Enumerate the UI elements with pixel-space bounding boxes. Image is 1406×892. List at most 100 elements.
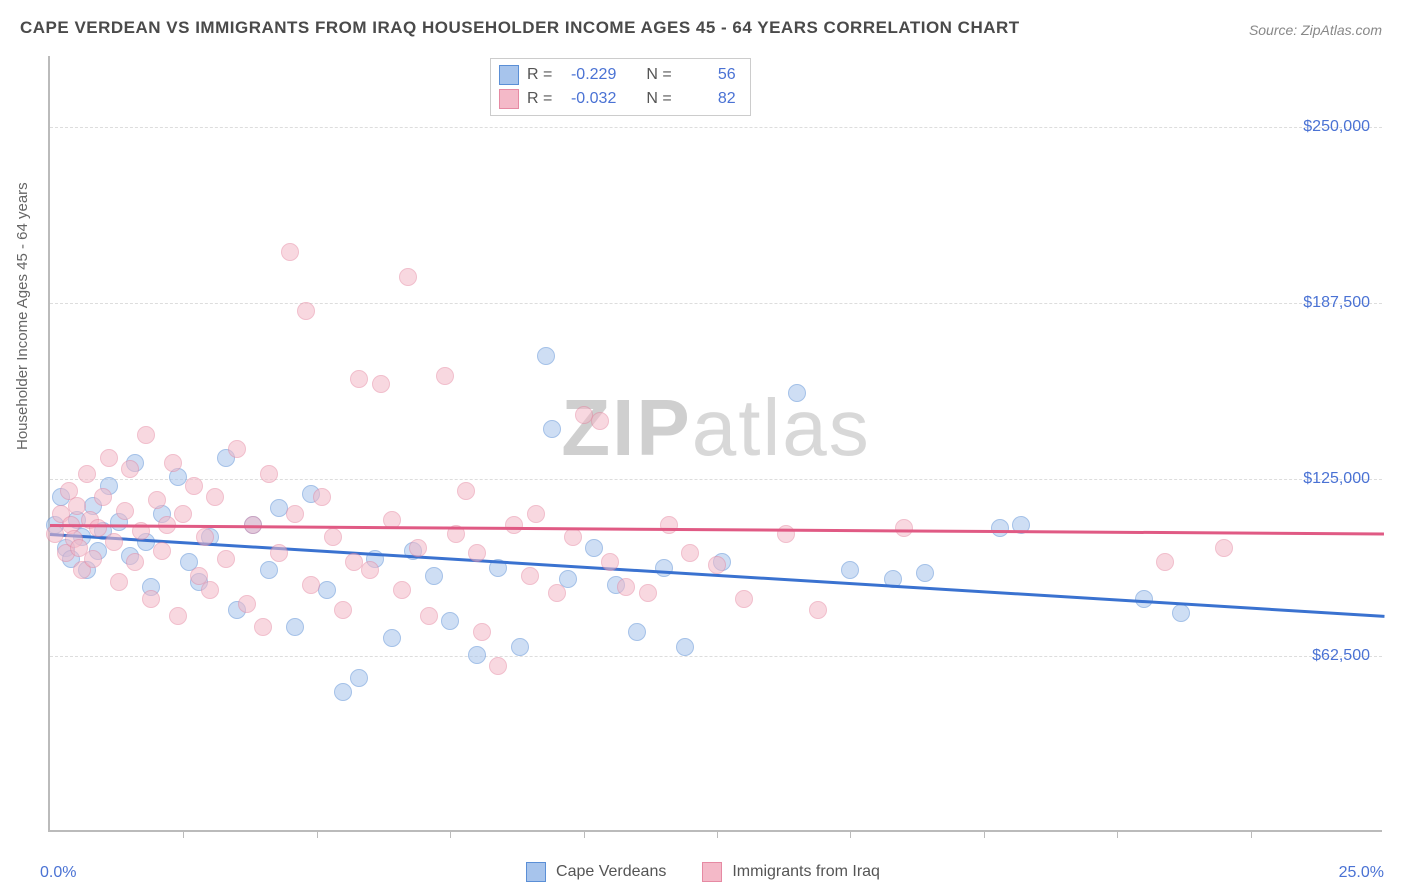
legend-swatch [702,862,722,882]
stats-legend-box: R =-0.229N =56R =-0.032N =82 [490,58,751,116]
data-point [1156,553,1174,571]
data-point [601,553,619,571]
data-point [585,539,603,557]
data-point [457,482,475,500]
data-point [286,618,304,636]
data-point [334,601,352,619]
data-point [201,581,219,599]
data-point [617,578,635,596]
legend-item: Cape Verdeans [526,862,666,882]
stat-value-n: 82 [680,90,736,108]
gridline-h [50,303,1382,304]
gridline-h [50,479,1382,480]
x-tick-mark [850,830,851,838]
stat-label-r: R = [527,66,552,84]
data-point [169,607,187,625]
data-point [334,683,352,701]
data-point [270,544,288,562]
data-point [788,384,806,402]
stat-label-n: N = [646,66,671,84]
x-tick-mark [1251,830,1252,838]
data-point [1135,590,1153,608]
data-point [68,497,86,515]
data-point [137,426,155,444]
data-point [313,488,331,506]
data-point [468,544,486,562]
data-point [409,539,427,557]
data-point [254,618,272,636]
data-point [809,601,827,619]
watermark-bold: ZIP [561,383,691,472]
data-point [543,420,561,438]
data-point [206,488,224,506]
x-tick-mark [450,830,451,838]
gridline-h [50,656,1382,657]
data-point [660,516,678,534]
data-point [1215,539,1233,557]
data-point [78,465,96,483]
legend-swatch [526,862,546,882]
data-point [318,581,336,599]
data-point [350,370,368,388]
stat-value-r: -0.032 [560,90,616,108]
x-tick-mark [584,830,585,838]
data-point [393,581,411,599]
plot-area: ZIPatlas R =-0.229N =56R =-0.032N =82 $6… [48,56,1382,832]
data-point [286,505,304,523]
data-point [441,612,459,630]
data-point [110,573,128,591]
data-point [153,542,171,560]
x-tick-mark [317,830,318,838]
gridline-h [50,127,1382,128]
stat-value-r: -0.229 [560,66,616,84]
data-point [708,556,726,574]
stats-row: R =-0.032N =82 [499,87,736,111]
data-point [228,440,246,458]
data-point [238,595,256,613]
data-point [142,590,160,608]
data-point [473,623,491,641]
data-point [121,460,139,478]
data-point [505,516,523,534]
data-point [991,519,1009,537]
data-point [1172,604,1190,622]
data-point [527,505,545,523]
legend-bottom: Cape Verdeans Immigrants from Iraq [0,862,1406,882]
data-point [521,567,539,585]
data-point [94,488,112,506]
data-point [260,561,278,579]
data-point [217,550,235,568]
data-point [628,623,646,641]
data-point [126,553,144,571]
x-tick-mark [1117,830,1118,838]
data-point [281,243,299,261]
legend-label: Cape Verdeans [556,863,666,881]
y-tick-label: $125,000 [1303,470,1370,488]
y-axis-label: Householder Income Ages 45 - 64 years [14,182,31,450]
data-point [468,646,486,664]
data-point [372,375,390,393]
series-swatch [499,65,519,85]
data-point [324,528,342,546]
data-point [105,533,123,551]
data-point [350,669,368,687]
data-point [895,519,913,537]
data-point [116,502,134,520]
data-point [164,454,182,472]
data-point [84,550,102,568]
data-point [655,559,673,577]
data-point [735,590,753,608]
data-point [100,449,118,467]
data-point [511,638,529,656]
data-point [489,657,507,675]
y-tick-label: $250,000 [1303,118,1370,136]
data-point [174,505,192,523]
data-point [591,412,609,430]
watermark-light: atlas [692,383,871,472]
legend-item: Immigrants from Iraq [702,862,880,882]
stats-row: R =-0.229N =56 [499,63,736,87]
data-point [297,302,315,320]
data-point [777,525,795,543]
series-swatch [499,89,519,109]
legend-label: Immigrants from Iraq [732,863,880,881]
